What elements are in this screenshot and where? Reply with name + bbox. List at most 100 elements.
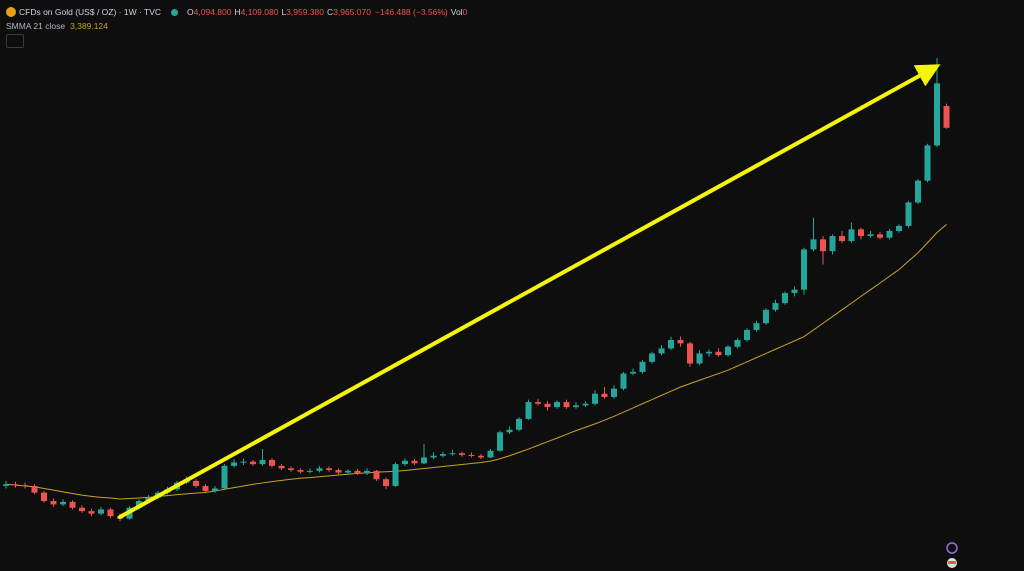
candle-body — [60, 501, 66, 505]
indicator-value: 3,389.124 — [70, 21, 108, 31]
candle-body — [240, 461, 247, 463]
candle-body — [373, 470, 380, 480]
candle-body — [696, 353, 703, 364]
candle-body — [896, 225, 902, 231]
candle-body — [734, 340, 741, 347]
legend-value: 4,094.800 — [193, 7, 232, 17]
candle-body — [326, 468, 332, 471]
candle-body — [221, 465, 228, 489]
candle-body — [288, 468, 294, 471]
candle-body — [430, 455, 437, 458]
candle-body — [41, 492, 47, 502]
candle-body — [934, 83, 940, 146]
candle-body — [259, 459, 266, 465]
candle-body — [421, 457, 427, 464]
candle-body — [449, 453, 456, 455]
trend-arrow — [118, 64, 941, 519]
legend-key: H — [234, 7, 241, 17]
candle-body — [383, 479, 389, 486]
candle-body — [478, 455, 484, 458]
candle-body — [573, 405, 579, 408]
candle-body — [601, 393, 608, 398]
candle-body — [563, 402, 570, 408]
candle-body — [677, 340, 684, 344]
candle-body — [810, 239, 817, 250]
candles — [3, 58, 950, 522]
symbol-title[interactable]: CFDs on Gold (US$ / OZ) · 1W · TVC — [19, 7, 162, 17]
candle-body — [3, 484, 9, 486]
collapse-button[interactable] — [6, 34, 24, 48]
candle-body — [497, 432, 503, 451]
candle-body — [858, 229, 864, 237]
candle-body — [649, 353, 655, 362]
legend-value: 4,109.080 — [240, 7, 279, 17]
candle-body — [212, 488, 218, 491]
volume-key: Vol — [450, 7, 463, 17]
candle-body — [658, 348, 665, 354]
alert-icon[interactable] — [946, 542, 958, 554]
candle-body — [440, 454, 446, 456]
candle-body — [801, 249, 807, 290]
candle-body — [516, 418, 522, 430]
legend-key: C — [327, 7, 334, 17]
candle-body — [829, 236, 836, 252]
legend-value: 3,959.380 — [286, 7, 324, 17]
candle-body — [772, 303, 779, 310]
candle-body — [877, 234, 883, 238]
indicator-name[interactable]: SMMA 21 close — [6, 21, 66, 31]
candle-body — [905, 202, 912, 226]
candle-body — [79, 507, 85, 512]
legend-key: L — [281, 7, 287, 17]
candle-body — [316, 468, 323, 471]
symbol-icon — [6, 7, 16, 17]
candle-body — [848, 229, 855, 242]
candle-body — [668, 340, 674, 349]
candle-body — [763, 309, 769, 324]
candle-body — [791, 289, 798, 294]
candle-body — [535, 402, 541, 404]
candle-body — [459, 453, 465, 455]
legend-row: CFDs on Gold (US$ / OZ) · 1W · TVC O4,09… — [6, 5, 467, 19]
candle-body — [31, 485, 38, 493]
candle-body — [364, 470, 370, 474]
candle-body — [307, 470, 313, 472]
candle-body — [915, 180, 921, 203]
candle-body — [639, 361, 646, 372]
candle-body — [392, 464, 399, 486]
candle-body — [725, 346, 731, 356]
candle-body — [98, 509, 104, 514]
candle-body — [22, 485, 28, 487]
candle-body — [297, 470, 304, 472]
candle-body — [250, 461, 256, 465]
candle-body — [867, 234, 874, 237]
candle-body — [744, 329, 750, 341]
candle-body — [69, 501, 76, 508]
candle-body — [820, 239, 826, 252]
candle-body — [544, 403, 551, 408]
candle-body — [630, 371, 636, 374]
candle-body — [202, 485, 209, 491]
candle-body — [88, 511, 95, 514]
ohlc-values: O4,094.800 H4,109.080 L3,959.380 C3,965.070… — [184, 7, 467, 17]
candle-body — [554, 402, 560, 408]
candle-body — [468, 454, 475, 456]
candle-body — [345, 470, 351, 473]
candle-body — [278, 465, 285, 469]
flag-stripe — [948, 561, 956, 564]
candle-body — [525, 402, 532, 419]
smma-line — [5, 224, 947, 500]
candle-body — [354, 470, 361, 474]
volume-value: 0 — [462, 7, 468, 17]
candle-body — [506, 429, 513, 433]
market-status — [171, 8, 179, 16]
candle-body — [592, 393, 598, 404]
candle-body — [107, 509, 114, 517]
candle-body — [753, 323, 760, 330]
legend-change: −146.488 (−3.56%) — [374, 7, 448, 17]
candle-body — [611, 388, 617, 398]
candle-body — [924, 145, 931, 181]
legend-key: O — [187, 7, 194, 17]
candle-body — [487, 450, 494, 458]
